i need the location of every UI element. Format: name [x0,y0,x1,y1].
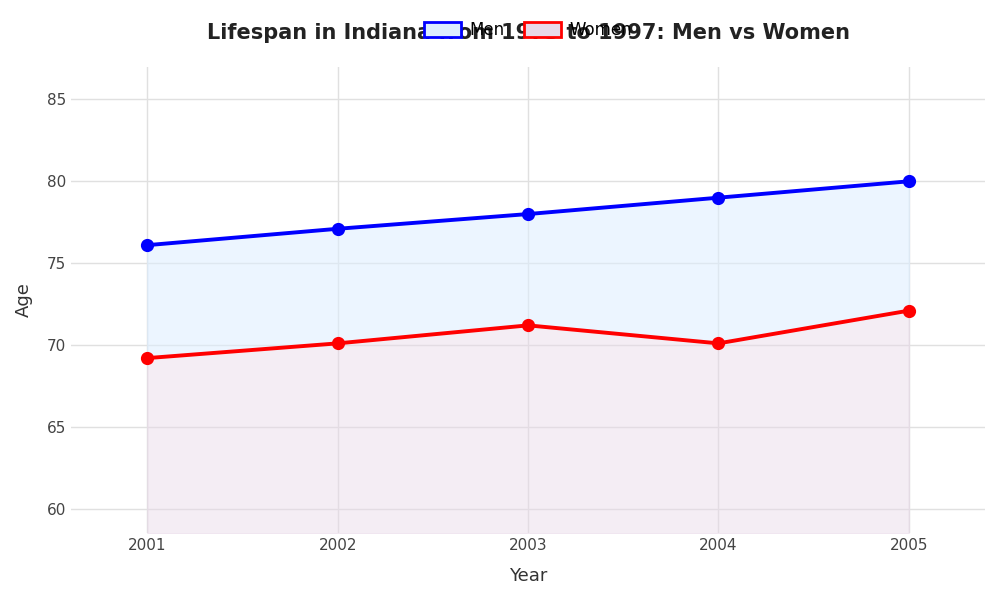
X-axis label: Year: Year [509,567,547,585]
Title: Lifespan in Indiana from 1973 to 1997: Men vs Women: Lifespan in Indiana from 1973 to 1997: M… [207,23,850,43]
Y-axis label: Age: Age [15,283,33,317]
Legend: Men, Women: Men, Women [418,14,639,46]
